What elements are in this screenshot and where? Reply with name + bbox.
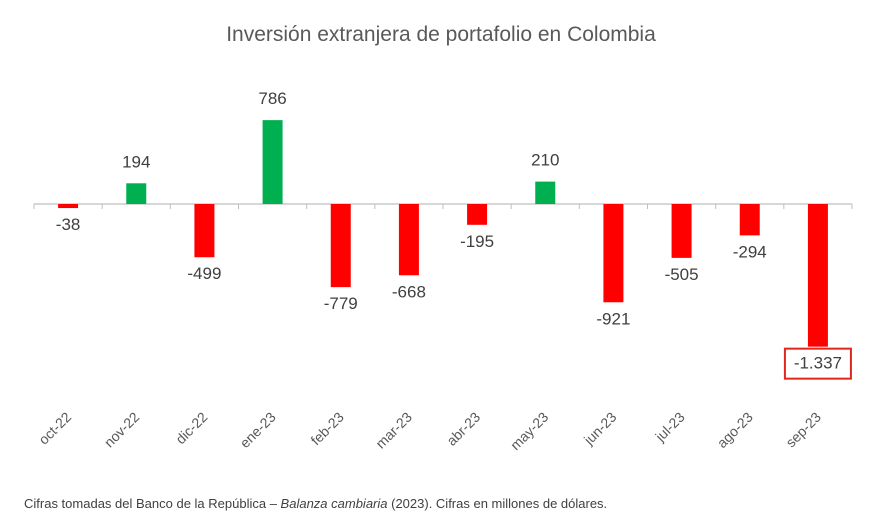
data-label-may-23: 210 [531, 151, 559, 170]
data-label-dic-22: -499 [187, 264, 221, 283]
data-label-jun-23: -921 [596, 309, 630, 328]
bar-jun-23 [603, 204, 624, 303]
x-tick-label-jul-23: jul-23 [651, 409, 687, 445]
x-tick-labels: oct-22 nov-22 dic-22 ene-23 feb-23 mar-23 abr-… [35, 409, 824, 453]
caption-prefix: Cifras tomadas del Banco de la República… [24, 496, 281, 511]
source-caption: Cifras tomadas del Banco de la República… [24, 496, 607, 511]
x-tick-label-abr-23: abr-23 [443, 409, 483, 449]
bar-sep-23 [807, 204, 828, 347]
x-tick-label-dic-22: dic-22 [172, 409, 210, 447]
highlight-box [783, 347, 852, 380]
data-label-jul-23: -505 [665, 265, 699, 284]
bar-ene-23 [262, 120, 283, 204]
data-label-feb-23: -779 [324, 294, 358, 313]
x-tick-label-ene-23: ene-23 [237, 409, 279, 451]
data-labels: -38 194 -499 786 -779 -668 -195 210 -921 -505 -294… [56, 89, 852, 380]
bar-feb-23 [330, 204, 351, 288]
data-label-sep-23: -1.337 [794, 354, 842, 373]
bar-abr-23 [467, 204, 488, 225]
x-tick-label-feb-23: feb-23 [307, 409, 347, 449]
data-label-ene-23: 786 [258, 89, 286, 108]
data-label-mar-23: -668 [392, 282, 426, 301]
bar-ago-23 [739, 204, 760, 236]
bar-may-23 [535, 181, 556, 204]
bar-dic-22 [194, 204, 215, 258]
x-tick-label-oct-22: oct-22 [35, 409, 74, 448]
bars [58, 120, 828, 347]
x-tick-label-mar-23: mar-23 [372, 409, 415, 452]
x-tick-label-may-23: may-23 [507, 409, 551, 453]
data-label-nov-22: 194 [122, 152, 150, 171]
bar-mar-23 [398, 204, 419, 276]
axis-layer [33, 203, 853, 209]
data-label-abr-23: -195 [460, 232, 494, 251]
caption-source-title: Balanza cambiaria [280, 496, 388, 511]
x-tick-label-ago-23: ago-23 [714, 409, 756, 451]
x-tick-label-nov-22: nov-22 [101, 409, 143, 451]
chart-title: Inversión extranjera de portafolio en Co… [226, 23, 656, 46]
caption-suffix: (2023). Cifras en millones de dólares. [387, 496, 608, 511]
bar-nov-22 [126, 183, 147, 204]
x-tick-label-jun-23: jun-23 [580, 409, 620, 449]
data-label-ago-23: -294 [733, 242, 767, 261]
bar-oct-22 [58, 204, 79, 209]
bar-jul-23 [671, 204, 692, 258]
data-label-oct-22: -38 [56, 215, 81, 234]
x-tick-label-sep-23: sep-23 [782, 409, 824, 451]
